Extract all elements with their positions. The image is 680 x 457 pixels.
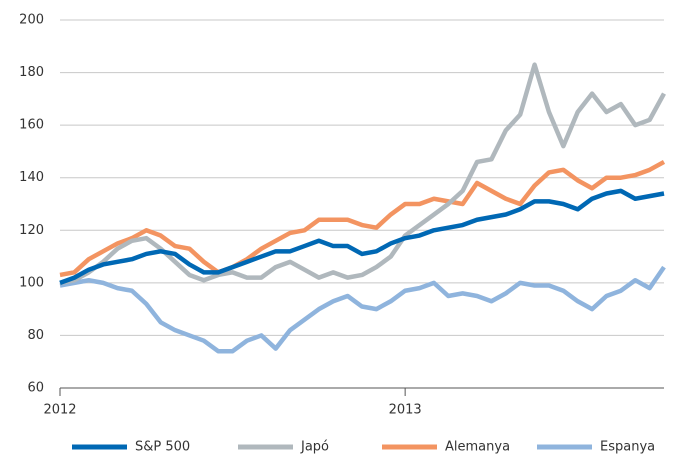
y-tick-label: 100 (19, 275, 44, 290)
legend-label: Alemanya (445, 440, 510, 455)
series-line (59, 265, 666, 354)
x-tick-label: 2012 (43, 403, 76, 418)
y-tick-label: 120 (19, 223, 44, 238)
series-line (59, 159, 666, 278)
series-line (59, 188, 665, 285)
series-line (59, 62, 666, 286)
y-tick-label: 180 (19, 65, 44, 80)
y-tick-label: 80 (27, 328, 44, 343)
y-tick-label: 60 (27, 381, 44, 396)
legend-label: Espanya (600, 440, 655, 455)
y-tick-label: 160 (19, 118, 44, 133)
x-tick-label: 2013 (389, 403, 422, 418)
legend-label: S&P 500 (135, 440, 190, 455)
y-tick-label: 200 (19, 13, 44, 28)
legend-label: Japó (300, 440, 329, 455)
y-tick-label: 140 (19, 170, 44, 185)
